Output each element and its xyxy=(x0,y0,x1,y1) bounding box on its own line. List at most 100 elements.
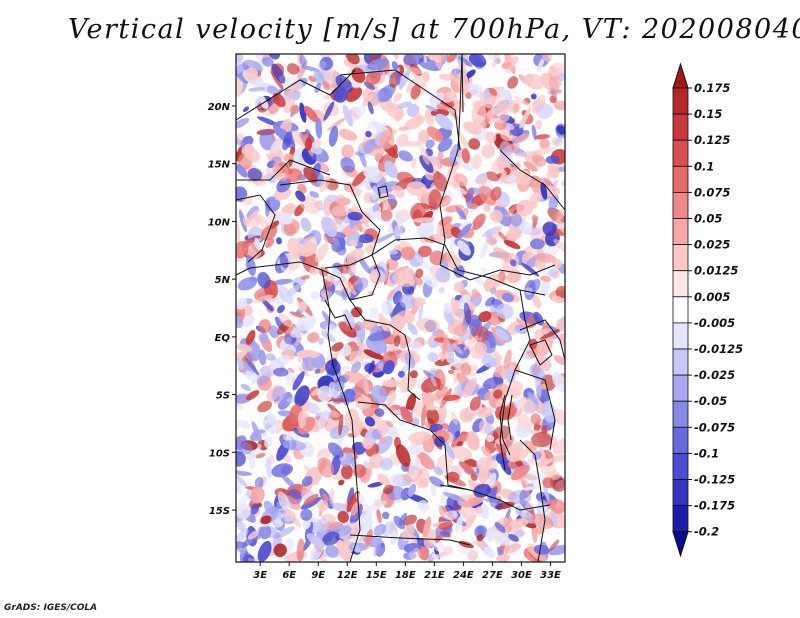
velocity-cell xyxy=(386,420,394,428)
velocity-cell xyxy=(452,73,467,84)
velocity-cell xyxy=(494,227,502,240)
velocity-cell xyxy=(548,268,558,277)
velocity-cell xyxy=(377,473,391,487)
velocity-cell xyxy=(537,56,545,73)
velocity-cell xyxy=(507,270,522,284)
velocity-cell xyxy=(277,211,293,225)
velocity-cell xyxy=(340,157,356,173)
velocity-cell xyxy=(403,54,424,66)
velocity-cell xyxy=(294,385,310,407)
velocity-cell xyxy=(382,379,401,388)
velocity-cell xyxy=(492,54,502,68)
velocity-cell xyxy=(430,375,437,387)
velocity-cell xyxy=(273,526,295,539)
velocity-cell xyxy=(363,165,375,178)
velocity-cell xyxy=(300,508,313,521)
velocity-cell xyxy=(300,496,322,510)
velocity-cell xyxy=(369,307,379,319)
velocity-cell xyxy=(443,492,466,502)
velocity-cell xyxy=(426,408,440,425)
velocity-cell xyxy=(512,103,520,113)
velocity-cell xyxy=(296,350,320,359)
velocity-cell xyxy=(261,224,278,241)
velocity-cell xyxy=(450,234,457,250)
velocity-cell xyxy=(236,503,251,520)
velocity-cell xyxy=(258,319,272,334)
velocity-cell xyxy=(293,92,301,101)
velocity-cell xyxy=(325,544,339,558)
velocity-cell xyxy=(257,400,273,413)
velocity-cell xyxy=(453,264,465,278)
velocity-cell xyxy=(363,377,369,396)
border-mozambique xyxy=(519,439,546,563)
velocity-cell xyxy=(256,376,266,386)
border-ethiopia xyxy=(499,149,566,211)
border-nigeria xyxy=(279,179,381,269)
velocity-cell xyxy=(540,275,552,282)
border-zambia xyxy=(439,484,551,511)
velocity-cell xyxy=(301,475,313,487)
lon-label: 21E xyxy=(424,570,445,581)
velocity-cell xyxy=(264,436,273,448)
velocity-cell xyxy=(485,236,498,245)
colorbar-segment xyxy=(672,400,689,428)
velocity-cell xyxy=(261,299,274,312)
velocity-cell xyxy=(451,343,463,355)
velocity-cell xyxy=(420,146,430,165)
colorbar-level-label: -0.125 xyxy=(694,473,735,487)
velocity-cell xyxy=(505,441,524,459)
colorbar-segment xyxy=(672,322,689,350)
colorbar-level-label: -0.005 xyxy=(694,316,735,330)
velocity-cell xyxy=(405,445,422,456)
lake-chad xyxy=(377,185,389,199)
velocity-cell xyxy=(265,457,272,479)
velocity-cell xyxy=(318,60,327,69)
velocity-cell xyxy=(376,508,382,524)
velocity-cell xyxy=(419,155,434,173)
velocity-cell xyxy=(463,302,472,325)
border-chad-sudan xyxy=(439,53,463,266)
velocity-cell xyxy=(542,477,555,489)
velocity-cell xyxy=(522,74,535,85)
velocity-cell xyxy=(407,483,417,498)
velocity-cell xyxy=(313,70,325,86)
velocity-cell xyxy=(278,313,294,328)
velocity-cell xyxy=(519,423,530,434)
velocity-cell xyxy=(531,94,546,114)
velocity-cell xyxy=(244,209,260,225)
velocity-cell xyxy=(332,86,348,103)
velocity-cell xyxy=(328,125,339,147)
velocity-cell xyxy=(292,371,305,391)
lat-label: 10N xyxy=(208,217,231,228)
velocity-cell xyxy=(245,370,255,381)
velocity-cell xyxy=(408,431,432,443)
velocity-cell xyxy=(350,501,360,516)
velocity-cell xyxy=(415,255,434,272)
velocity-cell xyxy=(453,324,468,337)
velocity-cell xyxy=(310,291,320,300)
velocity-cell xyxy=(236,393,252,404)
velocity-cell xyxy=(251,429,266,435)
velocity-cell xyxy=(506,227,522,241)
velocity-cell xyxy=(305,137,313,151)
velocity-cell xyxy=(531,214,539,222)
velocity-cell xyxy=(493,389,503,399)
velocity-cell xyxy=(548,193,559,211)
velocity-cell xyxy=(503,240,521,250)
velocity-cell xyxy=(493,247,512,262)
velocity-cell xyxy=(277,491,291,513)
velocity-cell xyxy=(431,553,439,560)
velocity-cell xyxy=(364,416,376,427)
velocity-cell xyxy=(266,412,278,427)
velocity-cell xyxy=(408,456,421,480)
velocity-cell xyxy=(338,414,344,436)
velocity-cell xyxy=(519,509,535,524)
lat-label: 5N xyxy=(215,275,231,286)
velocity-cell xyxy=(341,464,353,480)
velocity-cell xyxy=(350,306,363,318)
velocity-cell xyxy=(392,272,415,287)
lat-label: 15S xyxy=(209,506,230,517)
velocity-cell xyxy=(299,242,318,257)
velocity-cell xyxy=(484,422,495,437)
velocity-cell xyxy=(345,54,360,65)
